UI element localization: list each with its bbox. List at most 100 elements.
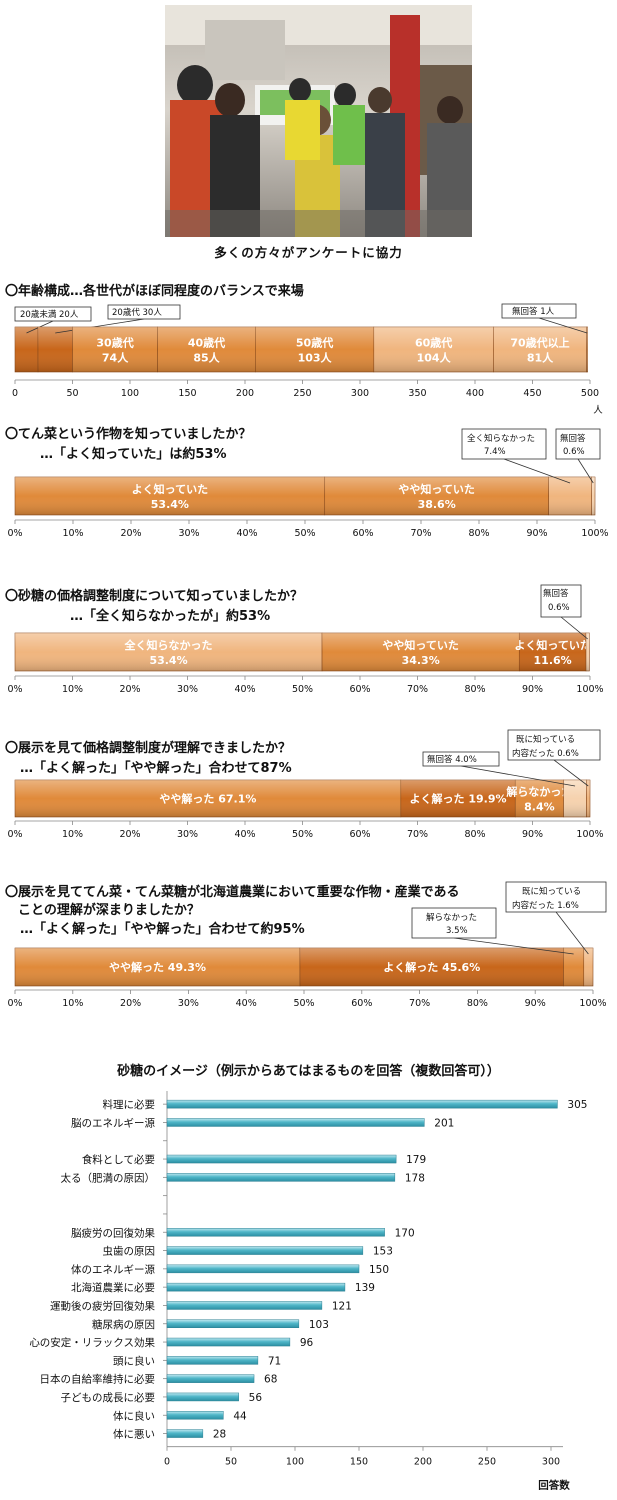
- x-axis-title: 回答数: [538, 1479, 570, 1492]
- x-axis-tick-label: 400: [466, 388, 484, 399]
- callout-label: 20歳未満 20人: [20, 309, 79, 320]
- callout-leader-line: [577, 458, 594, 484]
- callout-leader-line: [560, 616, 588, 640]
- bar-segment-gloss: [15, 780, 401, 817]
- x-axis-tick-label: 100%: [576, 829, 603, 840]
- bar: [166, 1356, 259, 1365]
- segment-label: よく知っていた: [132, 482, 208, 496]
- callout-box: [555, 428, 601, 460]
- segment-value-label: 11.6%: [534, 654, 572, 667]
- callout-leader-line: [538, 317, 588, 334]
- bar-value-label: 121: [332, 1300, 352, 1312]
- bar-segment-gloss: [72, 327, 158, 372]
- bar-segment-gloss: [563, 780, 587, 817]
- segment-label: よく解った 45.6%: [383, 960, 480, 974]
- x-axis-tick-label: 50%: [294, 528, 315, 539]
- sugar-image-chart: 0 50 100 150 200 250 300 回答数 料理に必要 305 脳のエネルギー源 201…: [29, 1091, 587, 1492]
- age-section-heading: 〇年齢構成…各世代がほぼ同程度のバランスで来場: [5, 284, 304, 299]
- segment-value-label: 104人: [417, 351, 452, 365]
- bar-segment-gloss: [493, 327, 587, 372]
- bar-value-label: 305: [567, 1099, 587, 1111]
- x-axis-tick-label: 80%: [464, 684, 485, 695]
- segment-value-label: 53.4%: [151, 498, 189, 511]
- exhibit-understanding-chart: 0% 10% 20% 30% 40% 50% 60% 70% 80% 90% 100% やや解った 6…: [7, 729, 604, 840]
- x-axis-tick-label: 50: [225, 1457, 237, 1468]
- x-axis-tick-label: 30%: [178, 528, 199, 539]
- bar-value-label: 153: [373, 1246, 393, 1258]
- segment-value-label: 8.4%: [524, 801, 555, 814]
- x-axis-tick-label: 0: [164, 1457, 170, 1468]
- callout-box: [507, 729, 601, 761]
- category-label: 糖尿病の原因: [92, 1318, 155, 1331]
- callout-value: 0.6%: [563, 447, 585, 457]
- category-label: 脳のエネルギー源: [71, 1116, 155, 1129]
- category-label: 脳疲労の回復効果: [71, 1226, 155, 1239]
- bar-segment-gloss: [255, 327, 374, 372]
- bar: [166, 1282, 346, 1292]
- sugar-image-chart-title: 砂糖のイメージ（例示からあてはまるものを回答（複数回答可））: [117, 1064, 500, 1079]
- price-system-heading: 〇砂糖の価格調整制度について知っていましたか？: [5, 589, 303, 604]
- callout-box: [422, 751, 500, 767]
- segment-label: 全く知らなかった: [124, 638, 213, 652]
- category-label: 頭に良い: [113, 1354, 155, 1367]
- bar: [166, 1228, 385, 1237]
- x-axis-tick-label: 40%: [236, 998, 257, 1009]
- callout-box: [540, 584, 582, 618]
- category-label: 運動後の疲労回復効果: [50, 1299, 155, 1312]
- segment-value-label: 103人: [298, 351, 333, 365]
- callout-leader-line: [460, 765, 576, 787]
- x-axis-unit: 人: [593, 405, 603, 416]
- callout-leader-line: [503, 458, 571, 484]
- callout-box: [411, 907, 497, 939]
- x-axis-tick-label: 70%: [407, 829, 428, 840]
- tensai-awareness-subheading: …「よく知っていた」は約53%: [40, 447, 227, 462]
- callout-label: 無回答: [560, 433, 586, 444]
- bar-segment-gloss: [324, 477, 549, 515]
- x-axis-tick-label: 10%: [62, 829, 83, 840]
- x-axis-tick-label: 50: [66, 388, 78, 399]
- x-axis-tick-label: 0%: [7, 684, 22, 695]
- bar-segment-gloss: [15, 327, 38, 372]
- segment-value-label: 38.6%: [418, 498, 456, 511]
- bar-value-label: 170: [395, 1227, 415, 1239]
- callout-leader-line: [453, 937, 574, 955]
- segment-value-label: 85人: [193, 351, 220, 365]
- bar-segment-gloss: [299, 948, 564, 986]
- bar-segment-gloss: [515, 780, 564, 817]
- x-axis-tick-label: 70%: [410, 528, 431, 539]
- category-label: 子どもの成長に必要: [61, 1391, 156, 1404]
- x-axis-tick-label: 30%: [177, 684, 198, 695]
- segment-label: やや解った 49.3%: [109, 960, 206, 974]
- callout-label: 無回答 4.0%: [427, 754, 477, 765]
- bar-value-label: 201: [434, 1117, 454, 1129]
- callout-value: 7.4%: [484, 447, 506, 457]
- segment-label: 30歳代: [96, 336, 133, 350]
- callout-label: 無回答: [543, 588, 569, 599]
- x-axis-tick-label: 0%: [7, 528, 22, 539]
- price-system-subheading: …「全く知らなかったが」約53%: [70, 609, 271, 624]
- x-axis-tick-label: 300: [351, 388, 369, 399]
- age-composition-chart: 0 50 100 150 200 250 300 350 400 450 500 人 20歳未満 20人…: [12, 303, 603, 416]
- x-axis-tick-label: 300: [542, 1457, 560, 1468]
- callout-box: [505, 881, 607, 913]
- bar: [166, 1411, 224, 1420]
- x-axis-tick-label: 100: [286, 1457, 304, 1468]
- x-axis-tick-label: 80%: [467, 998, 488, 1009]
- category-label: 太る（肥満の原因）: [61, 1171, 156, 1184]
- callout-label: 既に知っている: [522, 886, 581, 897]
- category-label: 虫歯の原因: [103, 1245, 156, 1258]
- callout-label: 全く知らなかった: [467, 433, 535, 444]
- agri-importance-chart: 0% 10% 20% 30% 40% 50% 60% 70% 80% 90% 100% やや解った 4…: [7, 881, 607, 1009]
- x-axis-tick-label: 70%: [407, 684, 428, 695]
- bar-segment-gloss: [583, 948, 593, 986]
- callout-box: [501, 303, 577, 319]
- bar-value-label: 150: [369, 1264, 389, 1276]
- category-label: 食料として必要: [82, 1153, 155, 1166]
- segment-value-label: 53.4%: [149, 654, 187, 667]
- callout-box: [107, 304, 181, 320]
- x-axis-tick-label: 70%: [409, 998, 430, 1009]
- category-label: 体に悪い: [113, 1429, 155, 1441]
- bar-segment-gloss: [591, 477, 595, 515]
- price-system-chart: 0% 10% 20% 30% 40% 50% 60% 70% 80% 90% 100% 全く知らなかっ…: [7, 584, 604, 695]
- callout-label: 解らなかった: [426, 912, 477, 923]
